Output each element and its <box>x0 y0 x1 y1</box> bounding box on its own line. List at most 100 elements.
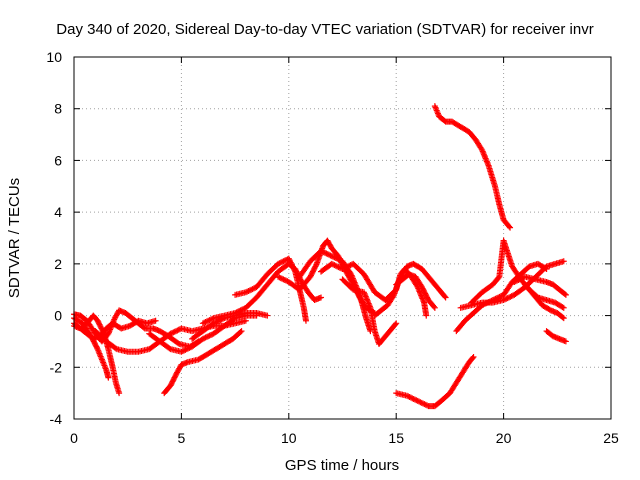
data-point <box>407 394 414 401</box>
series-arc-14 <box>339 276 400 348</box>
data-point <box>181 347 188 354</box>
data-point <box>275 273 282 280</box>
data-point <box>469 354 476 361</box>
data-point <box>495 274 502 281</box>
data-point <box>418 399 425 406</box>
data-point <box>423 312 430 319</box>
data-point <box>344 263 351 270</box>
data-point <box>506 223 513 230</box>
data-point <box>508 293 515 300</box>
series-arc-16 <box>393 271 438 311</box>
data-point <box>417 399 424 406</box>
data-point <box>478 145 485 152</box>
series-arc-05 <box>92 317 249 355</box>
data-point <box>560 304 567 311</box>
data-point <box>503 295 510 302</box>
series-arc-22 <box>511 273 569 298</box>
data-point <box>413 397 420 404</box>
data-point <box>245 288 252 295</box>
data-point <box>421 401 428 408</box>
data-point <box>201 335 208 342</box>
data-point <box>275 260 282 267</box>
data-point <box>431 304 438 311</box>
x-tick-label: 20 <box>496 430 512 446</box>
data-point <box>206 332 213 339</box>
series-arc-17 <box>431 103 514 231</box>
data-point <box>264 312 271 319</box>
data-point <box>237 329 244 336</box>
y-tick-label: 0 <box>54 308 62 324</box>
data-point <box>179 348 186 355</box>
data-point <box>331 254 338 261</box>
data-point <box>210 320 217 327</box>
x-tick-label: 10 <box>281 430 297 446</box>
y-tick-label: 4 <box>54 204 62 220</box>
x-tick-label: 15 <box>388 430 404 446</box>
data-point <box>152 317 159 324</box>
data-point <box>173 328 180 335</box>
data-point <box>559 304 566 311</box>
data-point <box>199 335 206 342</box>
data-point <box>242 289 249 296</box>
data-point <box>318 294 325 301</box>
y-tick-label: -2 <box>50 359 63 375</box>
data-point <box>175 326 182 333</box>
data-point <box>430 303 437 310</box>
data-point <box>336 256 343 263</box>
data-point <box>330 253 337 260</box>
y-tick-label: 8 <box>54 101 62 117</box>
data-point <box>411 396 418 403</box>
data-point <box>323 250 330 257</box>
data-point <box>511 278 518 285</box>
data-point <box>330 261 337 268</box>
data-point <box>276 274 283 281</box>
data-point <box>249 286 256 293</box>
y-tick-label: 6 <box>54 152 62 168</box>
data-point <box>406 394 413 401</box>
data-point <box>424 402 431 409</box>
data-point <box>343 264 350 271</box>
data-point <box>276 260 283 267</box>
data-point <box>240 306 247 313</box>
data-point <box>470 353 477 360</box>
data-point <box>281 277 288 284</box>
data-point <box>318 247 325 254</box>
data-point <box>392 321 399 328</box>
data-point <box>175 340 182 347</box>
series-arc-15 <box>371 260 449 319</box>
data-point <box>501 296 508 303</box>
data-point <box>233 309 240 316</box>
data-point <box>203 333 210 340</box>
data-point <box>277 275 284 282</box>
data-point <box>199 320 206 327</box>
data-point <box>495 294 502 301</box>
data-point <box>409 395 416 402</box>
data-point <box>277 259 284 266</box>
data-point <box>500 297 507 304</box>
series-arc-10 <box>232 255 309 324</box>
series-arc-23 <box>522 281 567 322</box>
data-point <box>519 275 526 282</box>
data-point <box>336 264 343 271</box>
data-point <box>515 277 522 284</box>
data-point <box>416 398 423 405</box>
data-point <box>291 267 298 274</box>
data-point <box>332 262 339 269</box>
y-tick-label: 2 <box>54 256 62 272</box>
data-point <box>203 318 210 325</box>
data-point <box>279 275 286 282</box>
data-point <box>207 316 214 323</box>
data-point <box>340 265 347 272</box>
data-point <box>342 264 349 271</box>
data-point <box>169 330 176 337</box>
data-point <box>320 249 327 256</box>
data-point <box>514 277 521 284</box>
data-point <box>410 395 417 402</box>
axis-ticks: 0 5 10 15 20 25 -4 -2 0 2 4 6 8 10 <box>46 49 619 446</box>
data-point <box>327 252 334 259</box>
data-point <box>202 334 209 341</box>
data-point <box>442 294 449 301</box>
data-point <box>246 287 253 294</box>
data-point <box>420 400 427 407</box>
data-point <box>512 278 519 285</box>
